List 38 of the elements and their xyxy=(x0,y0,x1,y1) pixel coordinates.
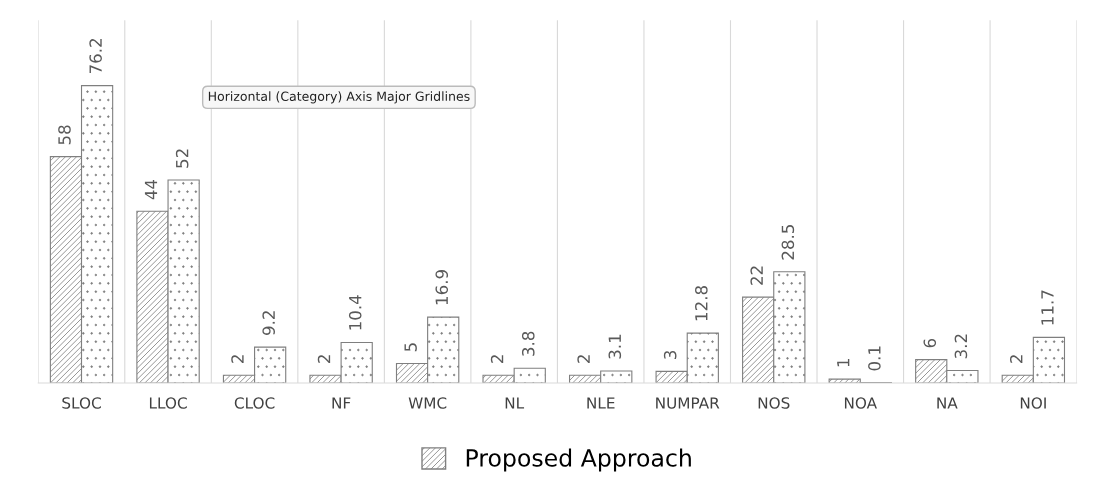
data-label: 16.9 xyxy=(435,270,449,305)
x-tick-label: NOA xyxy=(844,397,877,409)
data-label: 58 xyxy=(58,125,71,145)
data-label: 1 xyxy=(837,358,850,367)
data-label: 3.2 xyxy=(954,334,968,359)
data-label: 28.5 xyxy=(781,225,795,260)
data-label: 22 xyxy=(750,266,763,285)
x-tick-label: NA xyxy=(937,397,958,409)
x-tick-label: NOI xyxy=(1020,397,1046,409)
annotation: Horizontal (Category) Axis Major Gridlines xyxy=(208,91,470,104)
x-tick-label: CLOC xyxy=(234,397,275,409)
data-label: 3 xyxy=(663,350,677,359)
data-label: 6 xyxy=(923,338,937,348)
data-label: 3.8 xyxy=(521,331,535,356)
data-label: 2 xyxy=(1009,355,1023,363)
data-label: 9.2 xyxy=(262,311,275,335)
data-label: 44 xyxy=(144,179,158,200)
data-label: 3.1 xyxy=(608,334,622,359)
data-label: 2 xyxy=(317,355,331,363)
data-label: 2 xyxy=(490,355,504,363)
data-label: 0.1 xyxy=(868,346,881,371)
x-tick-label: NF xyxy=(332,397,351,409)
x-tick-label: NOS xyxy=(758,397,790,409)
x-tick-label: NUMPAR xyxy=(656,397,720,409)
data-label: 12.8 xyxy=(695,286,708,321)
data-label: 5 xyxy=(404,343,417,352)
data-label: 52 xyxy=(175,149,189,168)
data-label: 10.4 xyxy=(348,295,362,330)
data-label: 76.2 xyxy=(89,39,102,74)
x-tick-label: NL xyxy=(505,397,525,409)
legend-label: Proposed Approach xyxy=(466,448,691,472)
data-label: 2 xyxy=(577,355,590,363)
data-label: 2 xyxy=(231,355,244,363)
x-tick-label: LLOC xyxy=(149,397,187,409)
x-tick-label: WMC xyxy=(408,397,447,409)
data-label: 11.7 xyxy=(1041,290,1054,325)
x-tick-label: SLOC xyxy=(62,397,101,409)
x-tick-label: NLE xyxy=(587,397,615,409)
